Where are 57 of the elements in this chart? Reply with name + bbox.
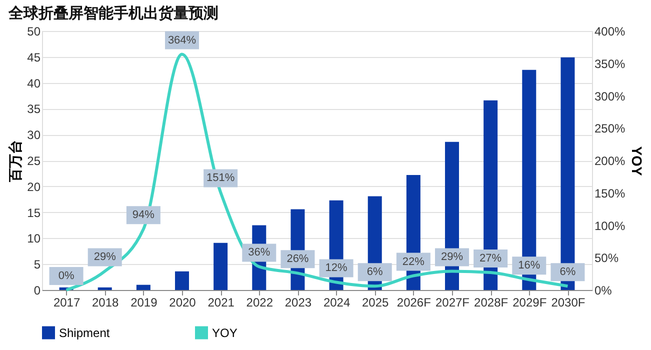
data-label: 16% (518, 260, 540, 272)
x-tick-label: 2027F (435, 296, 470, 310)
y2-tick-label: 100% (594, 218, 626, 233)
bar (98, 287, 112, 290)
y-tick-label: 20 (27, 180, 41, 194)
legend-label: Shipment (59, 326, 110, 340)
legend-label: YOY (212, 326, 238, 340)
y-tick-label: 5 (34, 258, 41, 272)
y2-tick-label: 50% (594, 251, 619, 266)
x-tick-label: 2026F (396, 296, 431, 310)
y2-tick-label: 400% (594, 24, 626, 38)
x-tick-label: 2024 (323, 296, 350, 310)
y2-axis-title: YOY (629, 146, 646, 176)
data-label: 36% (248, 246, 270, 259)
x-tick-label: 2030F (551, 296, 586, 310)
y2-tick-label: 350% (594, 56, 626, 71)
y-tick-label: 15 (27, 206, 41, 220)
data-label: 364% (168, 34, 196, 46)
data-label: 94% (132, 209, 155, 222)
bar (214, 242, 228, 290)
y2-tick-label: 300% (594, 89, 626, 104)
y-tick-label: 45 (27, 50, 41, 64)
data-label: 26% (286, 253, 309, 266)
x-tick-label: 2028F (474, 296, 508, 310)
x-tick-label: 2017 (53, 296, 80, 310)
chart-title: 全球折叠屏智能手机出货量预测 (8, 5, 219, 22)
x-tick-label: 2022 (246, 296, 274, 310)
x-tick-label: 2029F (512, 296, 547, 310)
data-label: 6% (366, 266, 384, 278)
x-tick-label: 2020 (169, 296, 196, 310)
y2-tick-label: 150% (594, 186, 626, 200)
x-tick-label: 2025 (362, 296, 390, 310)
y-tick-label: 10 (27, 232, 41, 246)
x-tick-label: 2023 (284, 296, 312, 310)
bar (136, 284, 150, 290)
bar (175, 271, 189, 290)
y-axis-title: 百万台 (7, 140, 24, 183)
data-label: 27% (480, 252, 502, 265)
x-tick-label: 2019 (130, 296, 158, 310)
y2-tick-label: 250% (594, 122, 626, 136)
y-tick-label: 0 (34, 284, 41, 298)
y2-tick-label: 200% (594, 154, 626, 168)
x-tick-label: 2021 (208, 296, 235, 310)
data-label: 22% (402, 256, 425, 268)
y2-tick-label: 0% (594, 284, 612, 298)
y-tick-label: 35 (27, 102, 41, 116)
data-label: 6% (560, 266, 576, 278)
data-label: 0% (58, 270, 74, 282)
x-tick-label: 2018 (92, 296, 120, 310)
y-tick-label: 40 (27, 76, 41, 90)
y-tick-label: 50 (27, 24, 41, 38)
y-tick-label: 30 (27, 128, 41, 142)
data-label: 29% (94, 251, 116, 264)
data-label: 29% (440, 251, 464, 264)
data-label: 151% (206, 172, 235, 184)
y-tick-label: 25 (27, 154, 41, 168)
data-label: 12% (325, 262, 348, 274)
